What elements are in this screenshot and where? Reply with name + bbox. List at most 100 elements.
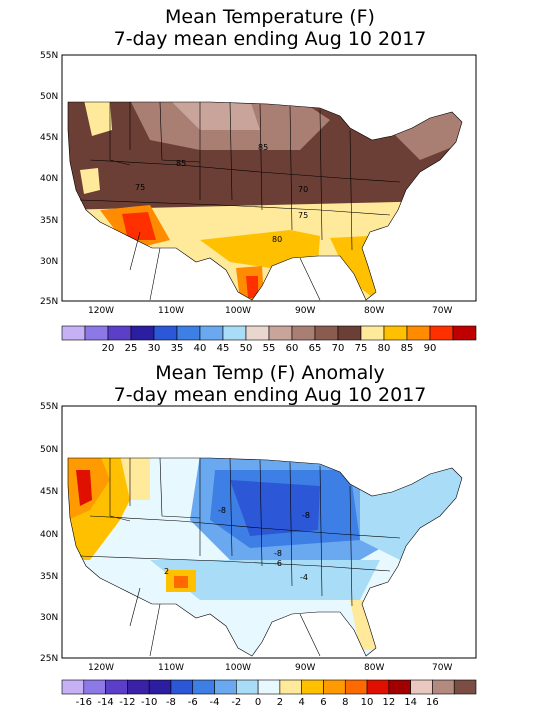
colorbar-swatch (301, 679, 324, 695)
colorbar-label: -10 (141, 697, 157, 708)
colorbar-swatch (192, 679, 215, 695)
colorbar-swatch (257, 679, 281, 695)
colorbar-swatch (383, 325, 408, 341)
colorbar-label: 70 (332, 343, 345, 354)
bottom-lat-label: 30N (40, 613, 58, 623)
colorbar-label: -4 (210, 697, 220, 708)
colorbar-label: 0 (255, 697, 261, 708)
colorbar-label: 12 (382, 697, 395, 708)
colorbar-swatch (406, 325, 431, 341)
isotherm-label: 75 (135, 183, 145, 192)
colorbar-label: 55 (263, 343, 276, 354)
colorbar-swatch (153, 325, 178, 341)
bottom-lon-label: 90W (295, 663, 315, 673)
colorbar-swatch (61, 325, 86, 341)
colorbar-label: -2 (231, 697, 241, 708)
colorbar-swatch (314, 325, 339, 341)
top-isotherm-labels: 85 85 75 70 75 80 (135, 143, 308, 244)
top-colorbar: 20 25 30 35 40 45 50 55 60 65 70 75 80 85 90 (61, 325, 477, 354)
colorbar-label: -8 (166, 697, 176, 708)
top-title-line1: Mean Temperature (F) (165, 6, 375, 28)
bottom-lon-label: 110W (158, 663, 184, 673)
isotherm-label: 85 (176, 159, 186, 168)
colorbar-swatch (453, 679, 477, 695)
colorbar-label: 45 (217, 343, 230, 354)
top-lon-label: 110W (158, 306, 184, 316)
colorbar-swatch (452, 325, 477, 341)
anomaly-label: 2 (164, 567, 169, 576)
bottom-map: 55N 50N 45N 40N 35N 30N 25N 120W 110W 10… (40, 402, 477, 708)
anomaly-label: -8 (274, 549, 282, 558)
top-lat-label: 45N (40, 133, 58, 143)
colorbar-label: 10 (361, 697, 374, 708)
bottom-title-line1: Mean Temp (F) Anomaly (155, 362, 385, 384)
isotherm-label: 75 (298, 211, 308, 220)
colorbar-swatch (245, 325, 270, 341)
colorbar-label: 35 (171, 343, 184, 354)
colorbar-label: 65 (309, 343, 322, 354)
colorbar-label: 30 (148, 343, 161, 354)
colorbar-swatch (388, 679, 411, 695)
colorbar-swatch (107, 325, 132, 341)
colorbar-label: 4 (298, 697, 304, 708)
bottom-colorbar: -16 -14 -12 -10 -8 -6 -4 -2 0 2 4 6 8 10 12 14 16 (61, 679, 477, 708)
colorbar-swatch (236, 679, 259, 695)
colorbar-swatch (323, 679, 346, 695)
colorbar-swatch (130, 325, 155, 341)
bottom-isotherm-labels: -8 -8 -8 -6 -4 2 (164, 506, 310, 582)
colorbar-swatch (105, 679, 128, 695)
colorbar-swatch (291, 325, 316, 341)
top-lon-labels: 120W 110W 100W 90W 80W 70W (88, 306, 452, 316)
colorbar-swatch (268, 325, 293, 341)
colorbar-label: 8 (342, 697, 348, 708)
colorbar-swatch (337, 325, 362, 341)
bottom-lat-label: 35N (40, 572, 58, 582)
colorbar-swatch (429, 325, 454, 341)
top-lat-label: 40N (40, 174, 58, 184)
anomaly-label: -8 (218, 506, 226, 515)
colorbar-label: 20 (102, 343, 115, 354)
colorbar-label: 6 (320, 697, 326, 708)
colorbar-label: 2 (277, 697, 283, 708)
colorbar-label: 75 (355, 343, 368, 354)
top-lon-label: 90W (295, 306, 315, 316)
colorbar-label: -6 (188, 697, 198, 708)
colorbar-label: 80 (378, 343, 391, 354)
bottom-map-title: Mean Temp (F) Anomaly 7-day mean ending … (0, 362, 540, 406)
anomaly-label: -6 (274, 559, 282, 568)
colorbar-swatch (222, 325, 247, 341)
top-lon-label: 120W (88, 306, 114, 316)
top-lon-label: 70W (432, 306, 452, 316)
colorbar-label: 90 (424, 343, 437, 354)
anomaly-label: -8 (302, 511, 310, 520)
colorbar-swatch (83, 679, 106, 695)
top-lat-labels: 55N 50N 45N 40N 35N 30N 25N (40, 51, 58, 307)
colorbar-label: -12 (119, 697, 135, 708)
bottom-lon-label: 100W (225, 663, 251, 673)
bottom-lat-labels: 55N 50N 45N 40N 35N 30N 25N (40, 402, 58, 664)
bottom-lat-label: 25N (40, 654, 58, 664)
bottom-lon-label: 120W (88, 663, 114, 673)
bottom-lat-label: 40N (40, 530, 58, 540)
anomaly-label: -4 (300, 573, 308, 582)
colorbar-swatch (344, 679, 368, 695)
top-lon-label: 80W (364, 306, 384, 316)
bottom-lon-label: 70W (432, 663, 452, 673)
colorbar-swatch (410, 679, 433, 695)
colorbar-swatch (360, 325, 385, 341)
top-lon-label: 100W (225, 306, 251, 316)
colorbar-label: 60 (286, 343, 299, 354)
colorbar-swatch (214, 679, 237, 695)
isotherm-label: 80 (272, 235, 282, 244)
top-lat-label: 30N (40, 257, 58, 267)
top-borders (67, 101, 463, 301)
colorbar-label: 25 (125, 343, 138, 354)
bottom-title-line2: 7-day mean ending Aug 10 2017 (113, 384, 427, 406)
top-map: 55N 50N 45N 40N 35N 30N 25N 120W 110W 10… (40, 51, 477, 354)
colorbar-swatch (84, 325, 109, 341)
bottom-lat-label: 50N (40, 445, 58, 455)
top-lat-label: 50N (40, 92, 58, 102)
colorbar-swatch (279, 679, 302, 695)
colorbar-swatch (176, 325, 201, 341)
